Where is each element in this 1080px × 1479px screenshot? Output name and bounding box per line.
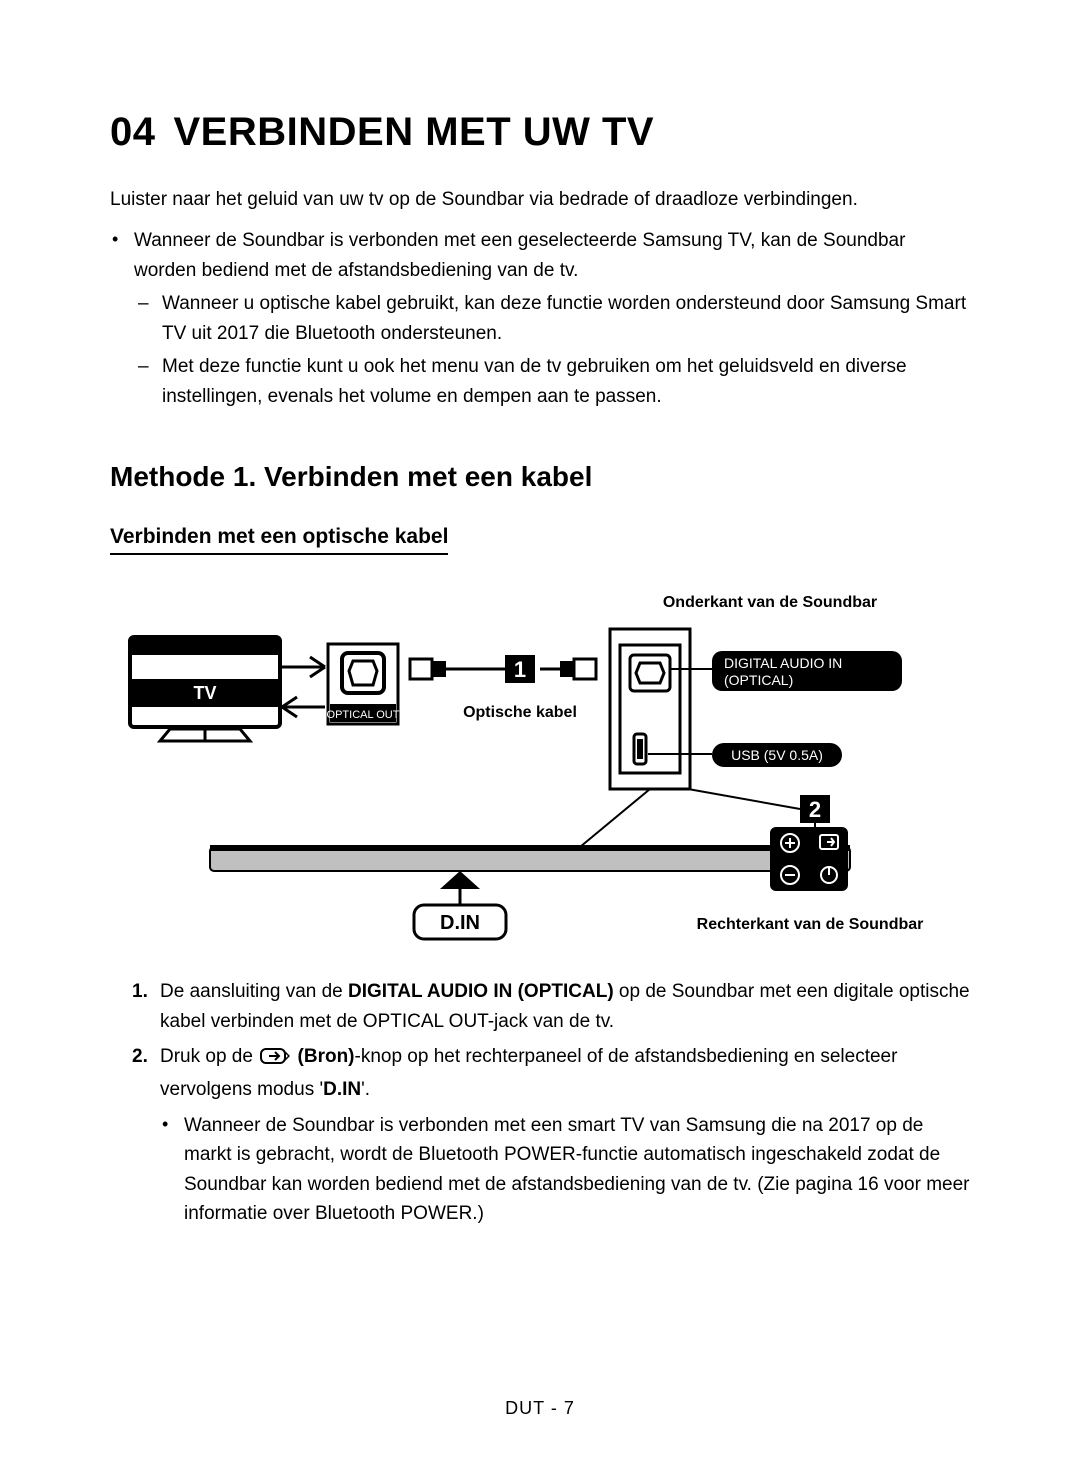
tv-label-2: TV <box>193 683 216 703</box>
din-bold: D.IN <box>323 1079 361 1100</box>
chapter-title: VERBINDEN MET UW TV <box>174 110 655 154</box>
step-marker-1: 1 <box>505 655 535 683</box>
soundbar-side-panel <box>770 827 848 891</box>
optical-cable <box>410 659 596 679</box>
list-item: Wanneer de Soundbar is verbonden met een… <box>110 226 970 411</box>
list-item: Met deze functie kunt u ook het menu van… <box>134 352 970 411</box>
list-item: Wanneer u optische kabel gebruikt, kan d… <box>134 289 970 348</box>
connection-diagram: Onderkant van de Soundbar TV TV <box>110 589 970 949</box>
usb-label: USB (5V 0.5A) <box>712 743 842 767</box>
svg-text:DIGITAL AUDIO IN: DIGITAL AUDIO IN <box>724 655 842 671</box>
source-label: (Bron) <box>298 1046 355 1067</box>
cable-label: Optische kabel <box>463 704 577 721</box>
display-indicator: D.IN <box>414 871 506 939</box>
steps-list: De aansluiting van de DIGITAL AUDIO IN (… <box>110 977 970 1229</box>
step-item: Druk op de (Bron)-knop op het rechterpan… <box>132 1042 970 1229</box>
optical-out-label: OPTICAL OUT <box>327 709 400 721</box>
step-bold: DIGITAL AUDIO IN (OPTICAL) <box>348 981 614 1002</box>
chapter-heading: 04 VERBINDEN MET UW TV <box>110 110 970 155</box>
step-marker-1-text: 1 <box>514 657 526 682</box>
diagram-caption-top: Onderkant van de Soundbar <box>663 594 877 611</box>
step-text: De aansluiting van de <box>160 981 348 1002</box>
callout-lines <box>580 789 800 847</box>
diagram-svg: Onderkant van de Soundbar TV TV <box>110 589 970 949</box>
step-text: Druk op de <box>160 1046 258 1067</box>
usb-label-text: USB (5V 0.5A) <box>731 747 823 763</box>
page: 04 VERBINDEN MET UW TV Luister naar het g… <box>0 0 1080 1479</box>
sub-bullet-list: Wanneer de Soundbar is verbonden met een… <box>160 1111 970 1229</box>
step-item: De aansluiting van de DIGITAL AUDIO IN (… <box>132 977 970 1036</box>
diagram-caption-right: Rechterkant van de Soundbar <box>697 916 924 933</box>
source-icon <box>260 1046 290 1075</box>
soundbar-body <box>210 845 850 871</box>
page-footer: DUT - 7 <box>0 1398 1080 1419</box>
subsection-heading: Verbinden met een optische kabel <box>110 525 448 555</box>
step-marker-2-text: 2 <box>809 797 821 822</box>
soundbar-underside-panel <box>610 629 712 789</box>
step-text: '. <box>361 1079 370 1100</box>
list-item: Wanneer de Soundbar is verbonden met een… <box>160 1111 970 1229</box>
optical-out-port: OPTICAL OUT <box>327 644 400 724</box>
arrow-tv-to-port <box>282 657 325 717</box>
bullet-list: Wanneer de Soundbar is verbonden met een… <box>110 226 970 411</box>
din-label: D.IN <box>440 912 480 934</box>
svg-text:(OPTICAL): (OPTICAL) <box>724 672 793 688</box>
bullet-text: Wanneer de Soundbar is verbonden met een… <box>134 230 905 280</box>
section-heading: Methode 1. Verbinden met een kabel <box>110 461 970 493</box>
tv-icon: TV TV <box>128 637 282 741</box>
chapter-number: 04 <box>110 110 156 154</box>
dash-list: Wanneer u optische kabel gebruikt, kan d… <box>134 289 970 411</box>
digital-audio-in-label: DIGITAL AUDIO IN (OPTICAL) <box>712 651 902 691</box>
intro-text: Luister naar het geluid van uw tv op de … <box>110 185 970 214</box>
